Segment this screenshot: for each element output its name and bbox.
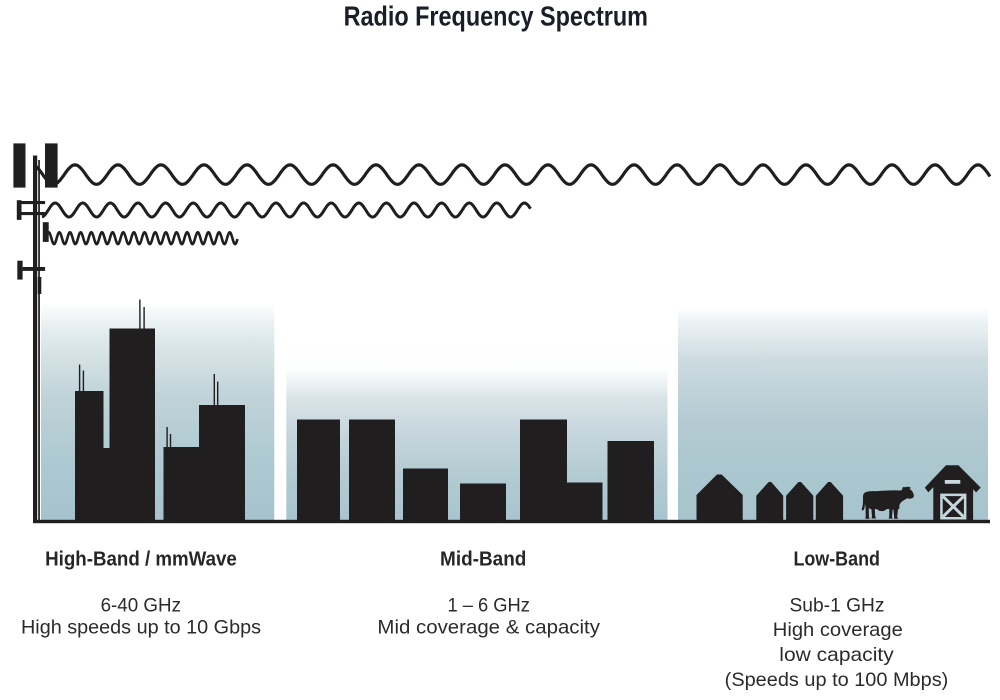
svg-text:Low-Band: Low-Band <box>793 549 880 571</box>
svg-text:Mid-Band: Mid-Band <box>440 549 526 571</box>
svg-text:High coverage: High coverage <box>773 619 903 641</box>
svg-text:High speeds up to 10 Gbps: High speeds up to 10 Gbps <box>21 617 261 639</box>
svg-text:High-Band / mmWave: High-Band / mmWave <box>45 549 237 571</box>
svg-text:1 – 6 GHz: 1 – 6 GHz <box>447 594 530 616</box>
svg-text:Sub-1 GHz: Sub-1 GHz <box>790 595 885 617</box>
svg-text:Radio Frequency Spectrum: Radio Frequency Spectrum <box>344 0 648 32</box>
svg-text:Mid coverage & capacity: Mid coverage & capacity <box>377 617 600 639</box>
svg-text:6-40 GHz: 6-40 GHz <box>101 594 181 616</box>
svg-text:(Speeds up to 100 Mbps): (Speeds up to 100 Mbps) <box>725 669 949 691</box>
svg-text:low capacity: low capacity <box>779 644 894 666</box>
